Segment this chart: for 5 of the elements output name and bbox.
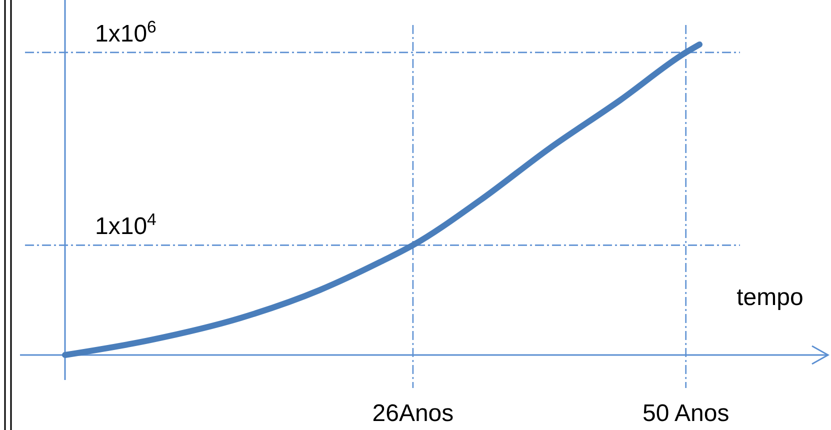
x-tick-label: 50 Anos [642, 400, 730, 427]
y-tick-label: 1x10$^{6}$ [95, 16, 156, 48]
x-axis-title: tempo [736, 284, 804, 311]
y-tick-label: 1x10$^{4}$ [95, 210, 156, 240]
x-tick-label: 26Anos [372, 400, 454, 427]
